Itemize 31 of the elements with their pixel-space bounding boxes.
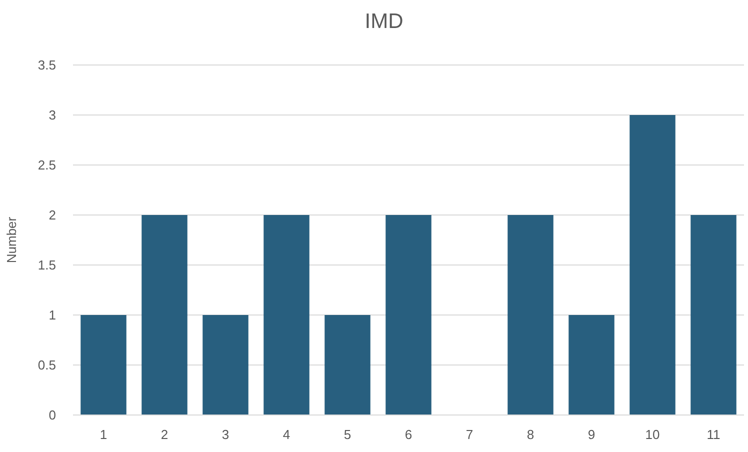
x-tick-label: 2: [160, 427, 168, 442]
bar: [568, 315, 614, 415]
x-tick-label: 5: [344, 427, 352, 442]
x-tick-label: 9: [588, 427, 596, 442]
bar: [324, 315, 370, 415]
y-tick-label: 1.5: [38, 258, 56, 273]
x-tick-label: 11: [706, 427, 720, 442]
bar: [386, 215, 432, 415]
bar: [690, 215, 736, 415]
y-axis-title: Number: [4, 216, 19, 264]
x-tick-label: 3: [222, 427, 230, 442]
y-tick-label: 1: [48, 308, 56, 323]
x-tick-label: 7: [466, 427, 474, 442]
y-tick-label: 0.5: [38, 358, 56, 373]
bar: [264, 215, 310, 415]
chart-title: IMD: [364, 10, 404, 33]
bar: [630, 115, 676, 415]
x-tick-label: 8: [526, 427, 534, 442]
bar: [80, 315, 126, 415]
y-tick-label: 3: [48, 108, 56, 123]
x-tick-label: 10: [645, 427, 660, 442]
y-tick-label: 2: [48, 208, 56, 223]
y-tick-label: 2.5: [38, 158, 56, 173]
x-tick-label: 1: [100, 427, 108, 442]
y-tick-label: 3.5: [38, 58, 56, 73]
x-tick-label: 6: [404, 427, 412, 442]
bar: [142, 215, 188, 415]
bar: [508, 215, 554, 415]
y-tick-label: 0: [48, 408, 56, 423]
x-tick-label: 4: [282, 427, 290, 442]
bar: [202, 315, 248, 415]
